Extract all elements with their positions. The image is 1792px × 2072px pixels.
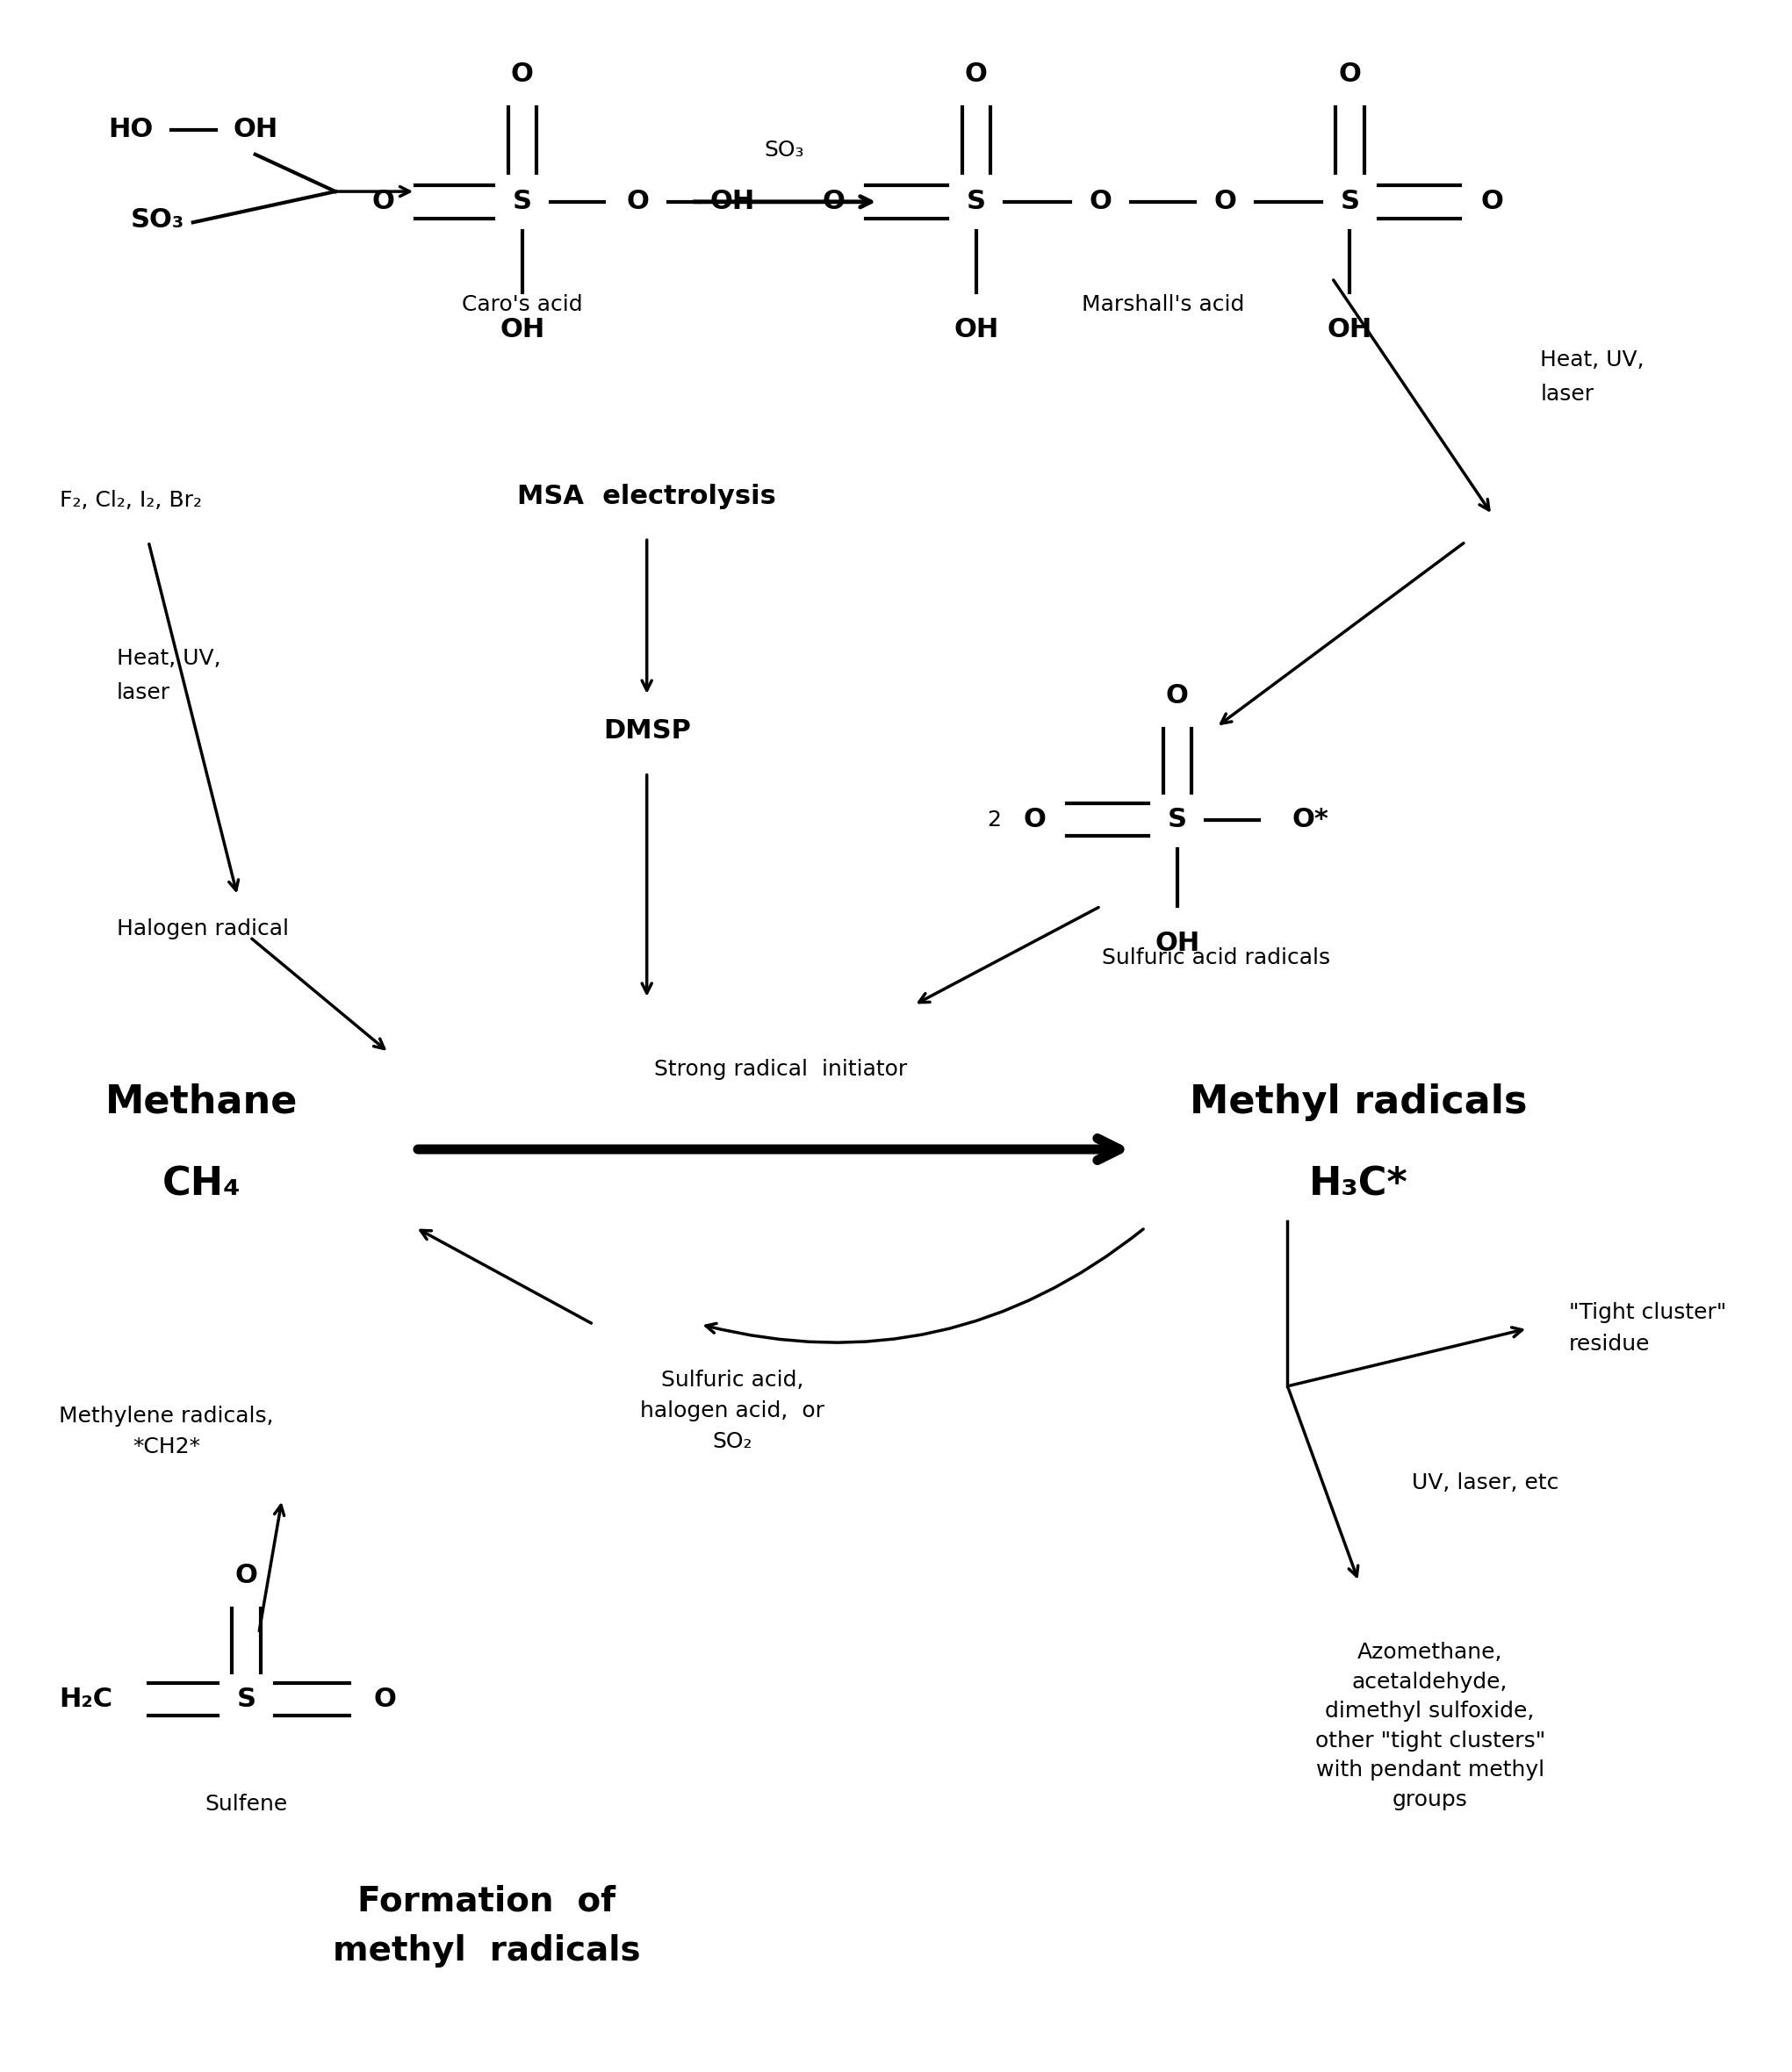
Text: Heat, UV,
laser: Heat, UV, laser — [1541, 348, 1645, 404]
Text: HO: HO — [108, 116, 152, 143]
Text: Methyl radicals: Methyl radicals — [1190, 1084, 1527, 1121]
Text: F₂, Cl₂, I₂, Br₂: F₂, Cl₂, I₂, Br₂ — [59, 489, 202, 512]
Text: OH: OH — [953, 317, 998, 342]
Text: O*: O* — [1292, 806, 1330, 833]
Text: O: O — [1480, 189, 1503, 215]
Text: O: O — [511, 62, 534, 87]
Text: OH: OH — [710, 189, 754, 215]
Text: H₃C*: H₃C* — [1310, 1164, 1409, 1204]
Text: Sulfene: Sulfene — [204, 1794, 289, 1815]
Text: Azomethane,
acetaldehyde,
dimethyl sulfoxide,
other "tight clusters"
with pendan: Azomethane, acetaldehyde, dimethyl sulfo… — [1315, 1641, 1545, 1811]
Text: UV, laser, etc: UV, laser, etc — [1412, 1473, 1559, 1494]
Text: S: S — [1168, 806, 1186, 833]
Text: "Tight cluster"
residue: "Tight cluster" residue — [1568, 1303, 1726, 1355]
Text: Methylene radicals,
*CH2*: Methylene radicals, *CH2* — [59, 1405, 274, 1457]
Text: O: O — [1167, 684, 1188, 709]
Text: Formation  of
methyl  radicals: Formation of methyl radicals — [333, 1886, 640, 1966]
Text: S: S — [513, 189, 532, 215]
Text: Caro's acid: Caro's acid — [462, 294, 582, 315]
Text: O: O — [1213, 189, 1236, 215]
Text: OH: OH — [233, 116, 278, 143]
Text: SO₃: SO₃ — [131, 207, 185, 232]
Text: Sulfuric acid radicals: Sulfuric acid radicals — [1102, 947, 1330, 968]
Text: O: O — [235, 1562, 258, 1589]
Text: MSA  electrolysis: MSA electrolysis — [518, 483, 776, 510]
Text: O: O — [627, 189, 649, 215]
Text: O: O — [373, 189, 394, 215]
Text: O: O — [1023, 806, 1047, 833]
Text: OH: OH — [500, 317, 545, 342]
Text: CH₄: CH₄ — [163, 1164, 242, 1204]
Text: O: O — [1090, 189, 1113, 215]
Text: Methane: Methane — [106, 1084, 297, 1121]
Text: S: S — [1340, 189, 1360, 215]
Text: OH: OH — [1154, 930, 1199, 955]
Text: S: S — [966, 189, 986, 215]
Text: O: O — [823, 189, 846, 215]
Text: Sulfuric acid,
halogen acid,  or
SO₂: Sulfuric acid, halogen acid, or SO₂ — [640, 1370, 824, 1452]
Text: O: O — [375, 1687, 396, 1711]
Text: 2: 2 — [987, 810, 1002, 831]
Text: OH: OH — [1328, 317, 1373, 342]
Text: Marshall's acid: Marshall's acid — [1082, 294, 1244, 315]
Text: S: S — [237, 1687, 256, 1711]
Text: SO₃: SO₃ — [763, 139, 805, 162]
Text: Strong radical  initiator: Strong radical initiator — [654, 1059, 907, 1080]
Text: O: O — [964, 62, 987, 87]
Text: DMSP: DMSP — [602, 719, 690, 744]
Text: Halogen radical: Halogen radical — [116, 918, 289, 939]
Text: H₂C: H₂C — [59, 1687, 113, 1711]
Text: O: O — [1339, 62, 1362, 87]
Text: Heat, UV,
laser: Heat, UV, laser — [116, 649, 220, 702]
